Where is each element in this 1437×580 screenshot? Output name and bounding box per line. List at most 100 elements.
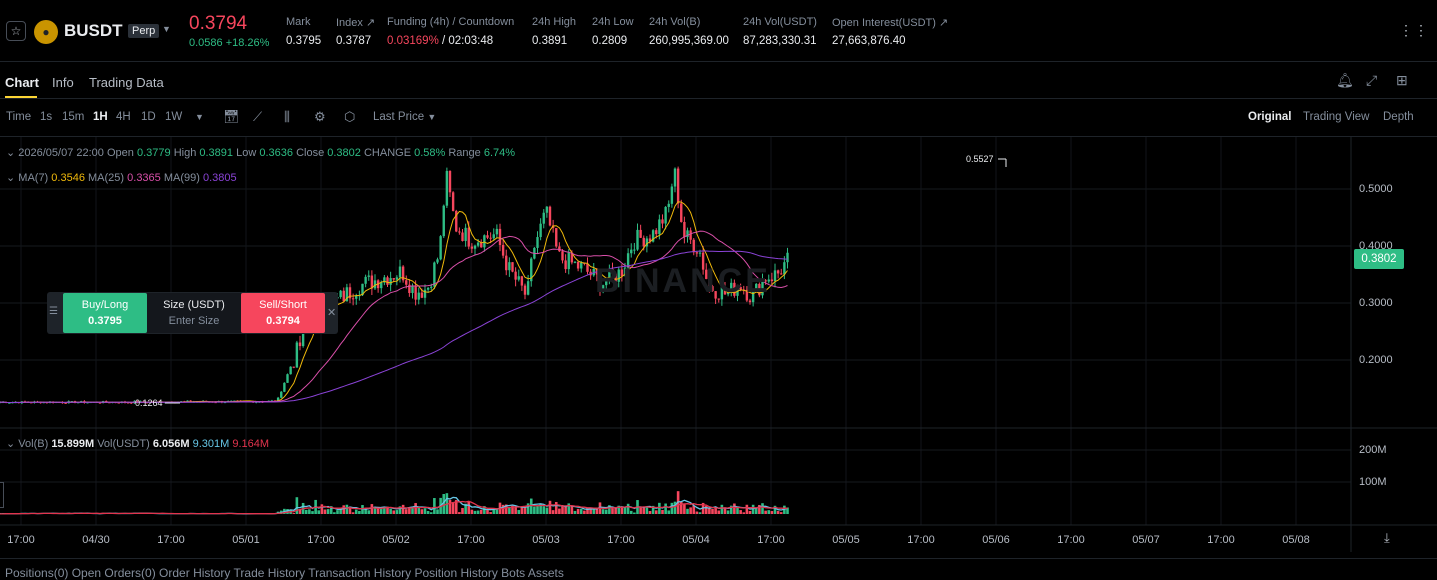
- layout-grid-icon[interactable]: ⊞: [1396, 72, 1408, 88]
- volume-bar: [611, 508, 614, 514]
- candle-body: [689, 230, 692, 240]
- candle-body: [580, 262, 583, 269]
- candle-body: [536, 237, 539, 248]
- candle-body: [526, 281, 530, 295]
- volume-bar: [579, 508, 583, 514]
- volume-bar: [395, 510, 399, 514]
- volume-bar: [658, 502, 661, 514]
- candle-body: [470, 246, 474, 249]
- volume-bar: [770, 511, 774, 514]
- interval-15m[interactable]: 15m: [62, 111, 85, 123]
- symbol-dropdown-icon[interactable]: ▼: [162, 24, 171, 34]
- candle-body: [483, 235, 486, 248]
- ma7-value: 0.3546: [51, 172, 85, 184]
- volume-bar: [601, 509, 605, 514]
- candle-body: [298, 342, 302, 347]
- chart-canvas[interactable]: [0, 137, 1437, 552]
- candle-body: [401, 266, 405, 281]
- price-source-select[interactable]: Last Price ▼: [373, 111, 436, 123]
- candle-body: [426, 287, 430, 290]
- x-tick-label: 17:00: [907, 534, 935, 546]
- candle-body: [417, 292, 420, 300]
- tab-chart[interactable]: Chart: [5, 75, 39, 90]
- drag-handle-icon[interactable]: ☰: [49, 306, 58, 317]
- candle-body: [414, 285, 417, 300]
- candle-body: [633, 249, 636, 251]
- candle-body: [523, 285, 527, 295]
- volume-bar: [558, 508, 561, 514]
- candle-type-icon[interactable]: ⫼: [284, 109, 290, 124]
- candle-body: [442, 205, 445, 237]
- ma-legend: ⌄ MA(7) 0.3546 MA(25) 0.3365 MA(99) 0.38…: [6, 171, 237, 184]
- x-tick-label: 17:00: [757, 534, 785, 546]
- view-trading-view[interactable]: Trading View: [1303, 111, 1370, 123]
- candle-body: [392, 278, 395, 280]
- more-icon[interactable]: ⋮⋮: [1399, 22, 1429, 38]
- volume-bar: [654, 510, 658, 514]
- candle-body: [780, 273, 783, 275]
- candle-body: [370, 275, 374, 289]
- view-original[interactable]: Original: [1248, 111, 1292, 123]
- vol-ma2-value: 9.164M: [232, 438, 270, 450]
- settings-icon[interactable]: ⬡: [344, 109, 356, 124]
- calendar-icon[interactable]: 📅︎: [223, 109, 240, 124]
- toolbar-divider: [0, 136, 1437, 137]
- x-tick-label: 17:00: [607, 534, 635, 546]
- star-icon[interactable]: ☆: [6, 21, 26, 41]
- reset-scale-icon[interactable]: ⤓: [1384, 530, 1390, 545]
- sell-short-button[interactable]: Sell/Short 0.3794: [241, 293, 325, 333]
- indicators-icon[interactable]: ⚙︎: [314, 109, 326, 124]
- volume-bar: [748, 510, 752, 514]
- candle-body: [380, 282, 383, 289]
- symbol-name[interactable]: BUSDT: [64, 21, 123, 40]
- volume-bar: [295, 497, 299, 514]
- volume-bar: [467, 501, 471, 514]
- line-tool-icon[interactable]: ⟋: [253, 109, 263, 124]
- bell-icon[interactable]: 🔔︎: [1336, 72, 1354, 88]
- size-input[interactable]: Size (USDT) Enter Size: [147, 293, 241, 333]
- price-source-caret-icon: ▼: [427, 112, 437, 122]
- tabs-divider: [0, 98, 1437, 99]
- bottom-tabs[interactable]: Positions(0) Open Orders(0) Order Histor…: [5, 566, 564, 580]
- buy-long-button[interactable]: Buy/Long 0.3795: [63, 293, 147, 333]
- pane-resize-handle[interactable]: [0, 482, 4, 508]
- close-icon[interactable]: ✕: [327, 307, 337, 319]
- volume-bar: [698, 512, 702, 514]
- interval-1h[interactable]: 1H: [93, 111, 108, 123]
- volume-bar: [617, 505, 621, 514]
- volume-bar: [633, 512, 636, 514]
- legend-collapse-icon[interactable]: ⌄: [6, 147, 16, 159]
- candle-body: [420, 292, 424, 298]
- volume-bar: [667, 510, 671, 514]
- last-price: 0.3794: [189, 13, 248, 34]
- volume-bar: [517, 510, 521, 514]
- vol-collapse-icon[interactable]: ⌄: [6, 438, 16, 450]
- index-label[interactable]: Index ↗: [336, 17, 376, 29]
- interval-dropdown-icon[interactable]: ▼: [195, 112, 204, 122]
- volume-bar: [595, 507, 599, 514]
- candle-body: [439, 236, 442, 260]
- volume-bar: [454, 500, 458, 514]
- volume-bar: [733, 503, 736, 514]
- volume-bar: [389, 508, 392, 514]
- tab-trading-data[interactable]: Trading Data: [89, 75, 164, 90]
- interval-1d[interactable]: 1D: [141, 111, 156, 123]
- candle-body: [355, 295, 358, 299]
- open-interest-label[interactable]: Open Interest(USDT) ↗: [832, 17, 949, 29]
- candle-body: [405, 280, 408, 285]
- tab-info[interactable]: Info: [52, 75, 74, 90]
- view-depth[interactable]: Depth: [1383, 111, 1414, 123]
- volume-bar: [726, 510, 730, 514]
- header-divider: [0, 61, 1437, 62]
- candle-body: [514, 271, 517, 280]
- ma-collapse-icon[interactable]: ⌄: [6, 172, 16, 184]
- candle-body: [473, 245, 477, 249]
- interval-1s[interactable]: 1s: [40, 111, 53, 123]
- candle-body: [467, 227, 470, 247]
- expand-icon[interactable]: ⤢: [1366, 72, 1378, 88]
- interval-1w[interactable]: 1W: [165, 111, 183, 123]
- candle-body: [105, 401, 108, 403]
- interval-4h[interactable]: 4H: [116, 111, 131, 123]
- volume-bar: [358, 510, 361, 514]
- candle-body: [0, 402, 2, 404]
